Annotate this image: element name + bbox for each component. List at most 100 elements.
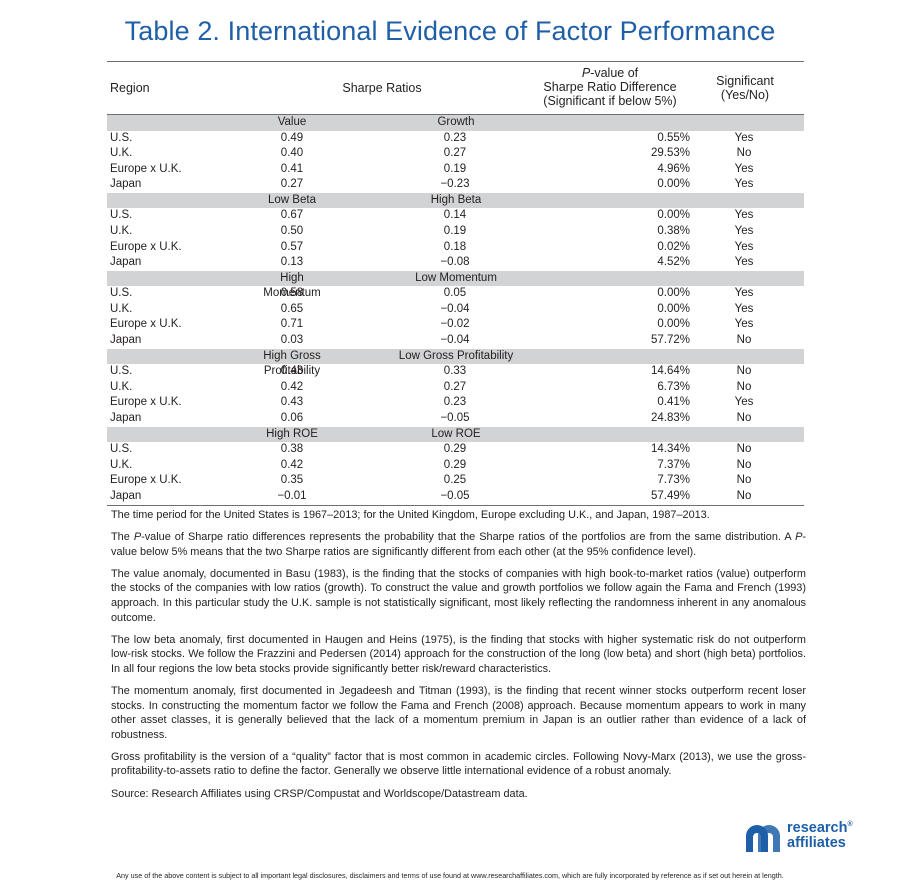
- note-pvalue: The P-value of Sharpe ratio differences …: [111, 531, 806, 558]
- row-significant: No: [736, 489, 752, 502]
- row-sharpe-2: −0.05: [440, 489, 470, 502]
- row-sharpe-1: 0.67: [280, 209, 304, 222]
- group-col2-label: Low Momentum: [415, 271, 497, 284]
- row-significant: Yes: [734, 396, 754, 409]
- table-row: U.K. 0.65 −0.04 0.00% Yes: [107, 302, 804, 318]
- table-row: U.S. 0.49 0.23 0.55% Yes: [107, 131, 804, 147]
- group-col2-label: Growth: [437, 116, 475, 128]
- table-row: Europe x U.K. 0.35 0.25 7.73% No: [107, 473, 804, 489]
- note-momentum-anomaly: The momentum anomaly, first documented i…: [111, 684, 806, 741]
- table-row: Japan −0.01 −0.05 57.49% No: [107, 489, 804, 505]
- row-sharpe-1: 0.58: [280, 287, 304, 300]
- row-region: Japan: [110, 489, 142, 502]
- row-pvalue: 7.37%: [657, 458, 690, 471]
- row-region: U.K.: [110, 224, 133, 237]
- group-col2-label: Low Gross Profitability: [398, 349, 514, 362]
- row-sharpe-1: 0.57: [280, 240, 304, 253]
- group-col2-label: Low ROE: [431, 427, 481, 440]
- row-sharpe-1: 0.43: [280, 396, 304, 409]
- header-region: Region: [110, 81, 150, 95]
- group-header-band: High ROE Low ROE: [107, 426, 804, 442]
- row-sharpe-1: 0.42: [280, 458, 304, 471]
- table-row: Europe x U.K. 0.41 0.19 4.96% Yes: [107, 162, 804, 178]
- row-sharpe-1: 0.40: [280, 147, 304, 160]
- row-sharpe-2: 0.29: [443, 443, 467, 455]
- note-gross-profitability: Gross profitability is the version of a …: [111, 750, 806, 778]
- row-region: Europe x U.K.: [110, 240, 182, 253]
- row-pvalue: 0.38%: [657, 224, 690, 237]
- row-significant: Yes: [734, 302, 754, 315]
- table-row: U.S. 0.38 0.29 14.34% No: [107, 442, 804, 458]
- row-region: Europe x U.K.: [110, 396, 182, 409]
- row-region: U.K.: [110, 458, 133, 471]
- row-significant: No: [736, 443, 752, 455]
- row-sharpe-1: 0.13: [280, 256, 304, 269]
- logo-wordmark: research® affiliates: [787, 819, 853, 852]
- row-sharpe-2: 0.14: [443, 209, 467, 222]
- table-bottom-rule: [107, 505, 804, 506]
- row-region: U.K.: [110, 380, 133, 393]
- row-pvalue: 14.34%: [650, 443, 690, 455]
- row-sharpe-1: 0.41: [280, 162, 304, 175]
- table-row: U.S. 0.67 0.14 0.00% Yes: [107, 208, 804, 224]
- group-col1-label: Value: [277, 116, 307, 128]
- row-pvalue: 0.00%: [657, 287, 690, 300]
- table-row: Europe x U.K. 0.57 0.18 0.02% Yes: [107, 240, 804, 256]
- row-significant: Yes: [734, 287, 754, 300]
- row-sharpe-2: 0.27: [443, 380, 467, 393]
- row-region: Europe x U.K.: [110, 162, 182, 175]
- group-header-band: Value Growth: [107, 115, 804, 131]
- table-row: Japan 0.06 −0.05 24.83% No: [107, 411, 804, 427]
- table-row: U.K. 0.50 0.19 0.38% Yes: [107, 224, 804, 240]
- row-region: U.S.: [110, 287, 133, 300]
- row-sharpe-1: 0.42: [280, 380, 304, 393]
- table-row: Japan 0.03 −0.04 57.72% No: [107, 333, 804, 349]
- row-sharpe-2: −0.04: [440, 302, 470, 315]
- row-sharpe-1: 0.71: [280, 318, 304, 331]
- row-significant: Yes: [734, 256, 754, 269]
- group-header-band: High Momentum Low Momentum: [107, 270, 804, 299]
- group-col2-label: High Beta: [430, 193, 482, 206]
- row-sharpe-2: −0.05: [440, 411, 470, 424]
- group-col1-label: High Gross Profitability: [263, 349, 321, 378]
- row-pvalue: 4.96%: [657, 162, 690, 175]
- row-pvalue: 29.53%: [650, 147, 690, 160]
- row-region: Europe x U.K.: [110, 474, 182, 487]
- table-row: Japan 0.13 −0.08 4.52% Yes: [107, 255, 804, 271]
- row-region: Japan: [110, 334, 142, 347]
- row-pvalue: 6.73%: [657, 380, 690, 393]
- header-significant-line2: (Yes/No): [720, 88, 770, 102]
- row-sharpe-1: −0.01: [277, 489, 307, 502]
- row-sharpe-2: 0.23: [443, 131, 467, 144]
- header-bottom-rule: [107, 114, 804, 115]
- row-sharpe-2: 0.29: [443, 458, 467, 471]
- row-sharpe-2: 0.19: [443, 162, 467, 175]
- header-pvalue-line1: -value of: [590, 66, 639, 80]
- row-region: Japan: [110, 178, 142, 191]
- row-pvalue: 14.64%: [650, 365, 690, 378]
- factor-table: Value Growth U.S. 0.49 0.23 0.55% Yes U.K. 0.40 0…: [107, 115, 804, 504]
- row-sharpe-2: −0.04: [440, 334, 470, 347]
- table-row: U.K. 0.40 0.27 29.53% No: [107, 146, 804, 162]
- row-region: U.S.: [110, 443, 133, 455]
- row-pvalue: 0.00%: [657, 209, 690, 222]
- group-header-band: Low Beta High Beta: [107, 192, 804, 209]
- row-significant: No: [736, 458, 752, 471]
- legal-disclaimer: Any use of the above content is subject …: [116, 871, 784, 880]
- row-sharpe-2: −0.08: [440, 256, 470, 269]
- row-pvalue: 0.02%: [657, 240, 690, 253]
- row-region: U.K.: [110, 302, 133, 315]
- row-region: Europe x U.K.: [110, 318, 182, 331]
- row-sharpe-2: 0.23: [443, 396, 467, 409]
- row-significant: No: [736, 334, 752, 347]
- row-sharpe-1: 0.35: [280, 474, 304, 487]
- row-significant: No: [736, 365, 752, 378]
- research-affiliates-mark-icon: [746, 825, 780, 852]
- row-pvalue: 7.73%: [657, 474, 690, 487]
- row-sharpe-2: 0.25: [443, 474, 467, 487]
- table-row: U.K. 0.42 0.29 7.37% No: [107, 458, 804, 474]
- header-pvalue-line3: (Significant if below 5%): [543, 94, 677, 108]
- note-low-beta-anomaly: The low beta anomaly, first documented i…: [111, 633, 806, 675]
- note-source: Source: Research Affiliates using CRSP/C…: [111, 787, 528, 800]
- row-sharpe-2: 0.18: [443, 240, 467, 253]
